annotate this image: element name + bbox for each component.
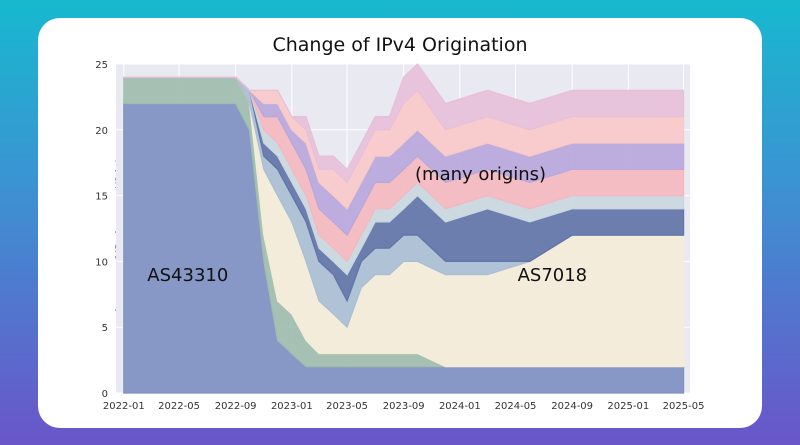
y-tick-label: 15 — [95, 192, 108, 203]
y-tick-label: 20 — [95, 126, 108, 137]
chart-card: Change of IPv4 Origination Amount of IPv… — [38, 18, 762, 428]
y-tick-label: 5 — [102, 323, 108, 334]
x-tick-label: 2022-05 — [158, 401, 200, 412]
area-series-10 — [123, 63, 685, 184]
chart-title: Change of IPv4 Origination — [272, 34, 528, 56]
y-tick-label: 10 — [95, 257, 108, 268]
x-tick-label: 2024-05 — [495, 401, 537, 412]
x-tick-label: 2025-05 — [663, 401, 705, 412]
x-tick-label: 2023-05 — [326, 401, 368, 412]
x-tick-label: 2023-01 — [271, 401, 313, 412]
x-tick-label: 2022-09 — [215, 401, 257, 412]
annotation-2: AS7018 — [518, 265, 588, 286]
x-tick-label: 2024-01 — [439, 401, 481, 412]
chart-plot: 0 5 10 15 20 25 2022-01 2022-05 2022-09 2023-01 20… — [95, 60, 705, 412]
x-tick-label: 2022-01 — [103, 401, 145, 412]
annotation-1: AS43310 — [147, 265, 228, 286]
x-tick-label: 2025-01 — [607, 401, 649, 412]
x-tick-label: 2024-09 — [551, 401, 593, 412]
y-tick-label: 0 — [102, 389, 108, 400]
y-tick-label: 25 — [95, 60, 108, 71]
x-tick-label: 2023-09 — [383, 401, 425, 412]
annotation-3: (many origins) — [415, 164, 546, 185]
